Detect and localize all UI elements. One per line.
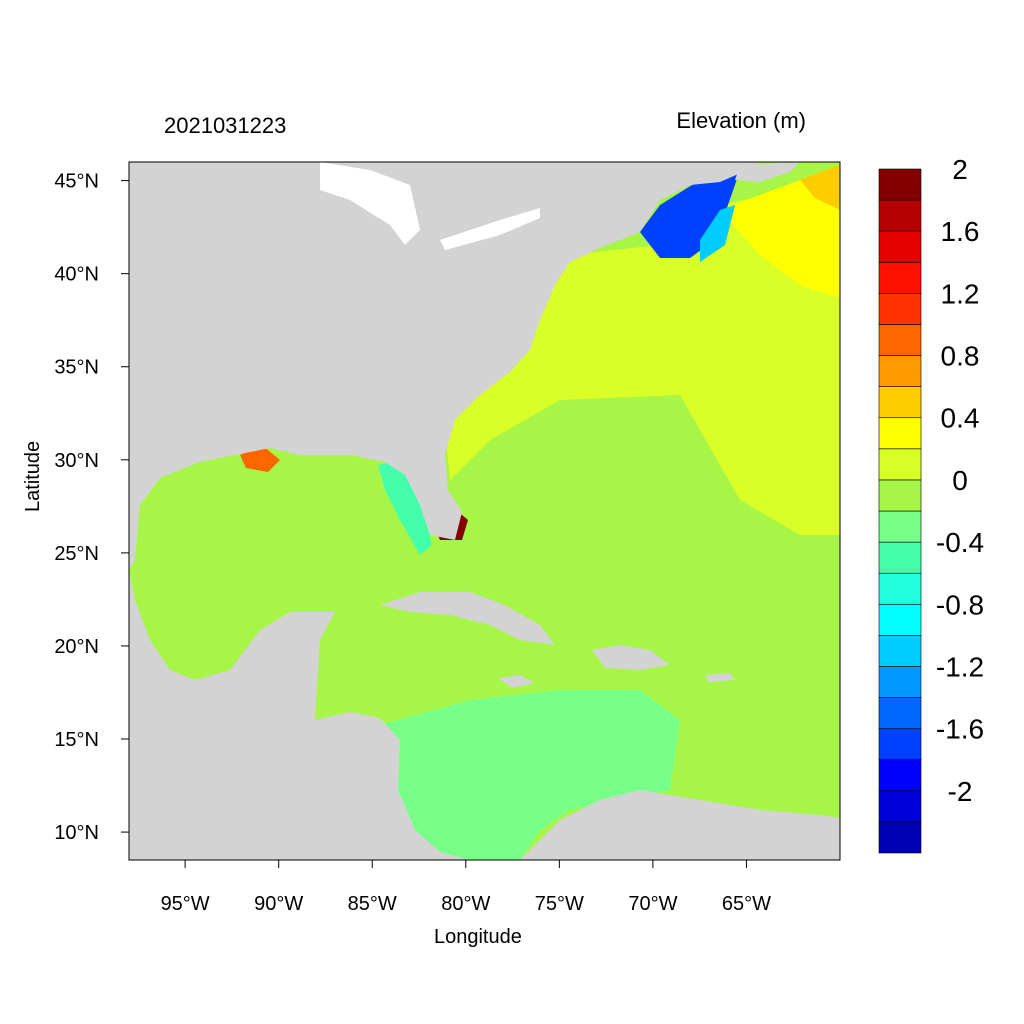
lat-tick-label: 45°N — [54, 171, 99, 193]
lon-tick-label: 80°W — [441, 893, 490, 915]
colorbar-swatch — [878, 324, 922, 356]
colorbar-swatch — [878, 261, 922, 294]
colorbar-label: 0.8 — [941, 341, 980, 372]
colorbar-swatch — [878, 199, 922, 232]
longitude-ticks: 95°W 90°W 85°W 80°W 75°W 70°W 65°W — [161, 860, 771, 915]
colorbar-swatch — [878, 697, 922, 729]
colorbar-swatch — [878, 168, 922, 201]
lat-tick-label: 40°N — [54, 264, 99, 286]
lon-tick-label: 95°W — [161, 893, 210, 915]
north-america-landmass — [129, 162, 760, 570]
colorbar-swatch — [878, 479, 922, 512]
colorbar-label: 0 — [952, 465, 968, 496]
colorbar-swatch — [878, 603, 922, 636]
gulf-of-maine-fringe — [700, 205, 735, 262]
lon-tick-label: 90°W — [254, 893, 303, 915]
lon-tick-label: 85°W — [348, 893, 397, 915]
higher-elevation-patch — [800, 165, 840, 210]
latitude-ticks: 45°N 40°N 35°N 30°N 25°N 20°N 15°N 10°N — [54, 171, 129, 844]
variable-title: Elevation (m) — [676, 108, 806, 133]
lake-erie-ontario — [440, 208, 540, 250]
colorbar-swatch — [878, 728, 922, 761]
great-lakes — [320, 162, 420, 245]
colorbar-swatch — [878, 666, 922, 698]
colorbar-label: 1.6 — [941, 216, 980, 247]
colorbar-swatch — [878, 541, 922, 574]
map-panel — [129, 162, 840, 860]
elevated-atlantic-region — [445, 180, 840, 535]
lon-tick-label: 65°W — [722, 893, 771, 915]
caribbean-low-region — [380, 690, 680, 860]
colorbar-swatch — [878, 759, 922, 792]
colorbar-swatch — [878, 417, 922, 450]
colorbar-swatch — [878, 355, 922, 387]
colorbar-label: 2 — [952, 154, 968, 185]
colorbar-swatch — [878, 386, 922, 419]
lat-tick-label: 35°N — [54, 357, 99, 379]
jamaica-island — [498, 675, 535, 688]
florida-shelf — [378, 460, 432, 555]
hispaniola-island — [592, 645, 670, 670]
lat-tick-label: 15°N — [54, 729, 99, 751]
map-frame — [128, 161, 841, 861]
colorbar-swatch — [878, 448, 922, 481]
central-america-landmass — [129, 570, 470, 860]
colorbar-swatch — [878, 572, 922, 605]
colorbar-swatch — [878, 230, 922, 263]
nova-scotia-landmass — [735, 162, 800, 182]
colorbar-label: 1.2 — [941, 278, 980, 309]
lon-tick-label: 75°W — [535, 893, 584, 915]
timestamp-title: 2021031223 — [164, 113, 287, 138]
lat-tick-label: 20°N — [54, 636, 99, 658]
x-axis-label: Longitude — [434, 926, 522, 948]
colorbar-label: -0.8 — [936, 589, 984, 620]
lat-tick-label: 10°N — [54, 822, 99, 844]
south-america-landmass — [520, 790, 840, 860]
colorbar-swatch — [878, 510, 922, 543]
colorbar-label: -1.6 — [936, 714, 984, 745]
colorbar-label: -2 — [948, 776, 973, 807]
colorbar-label: -0.4 — [936, 527, 984, 558]
colorbar-swatch — [878, 635, 922, 667]
lat-tick-label: 30°N — [54, 450, 99, 472]
lat-tick-label: 25°N — [54, 543, 99, 565]
colorbar-swatch — [878, 293, 922, 325]
lon-tick-label: 70°W — [628, 893, 677, 915]
colorbar-swatch — [878, 790, 922, 823]
colorbar-label: 0.4 — [941, 403, 980, 434]
colorbar-swatch — [878, 821, 922, 854]
colorbar: -2 -1.6 -1.2 -0.8 -0.4 0 0.4 0.8 1.2 1.6 2 — [878, 154, 984, 854]
high-elevation-region — [720, 165, 840, 298]
cuba-island — [380, 592, 555, 645]
colorbar-label: -1.2 — [936, 651, 984, 682]
puerto-rico-island — [705, 673, 735, 682]
